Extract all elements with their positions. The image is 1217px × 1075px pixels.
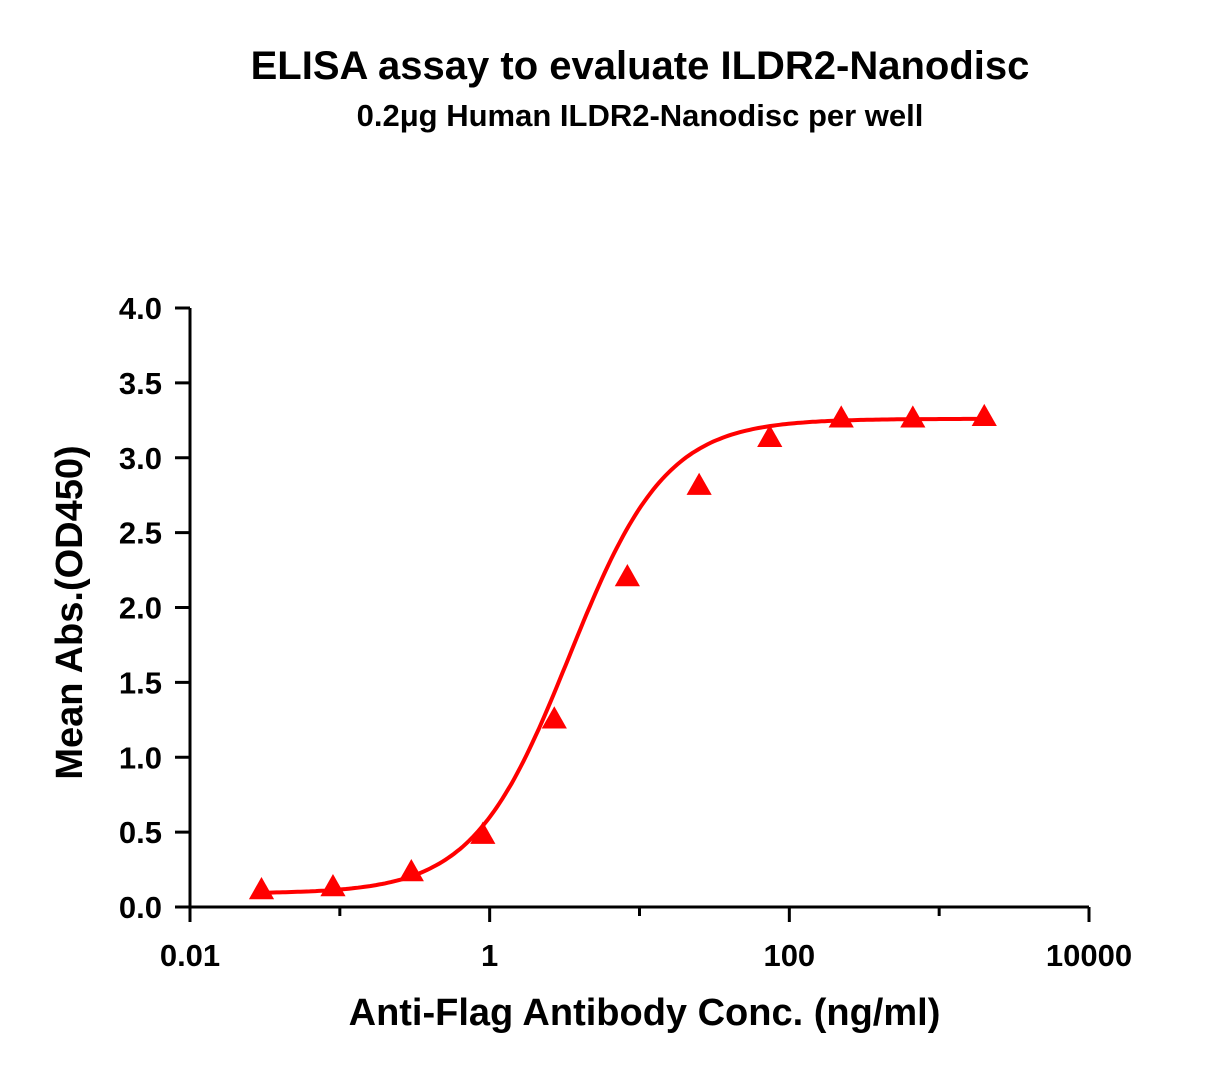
fit-curve [261, 416, 985, 895]
y-tick-label: 2.5 [119, 516, 162, 551]
data-point-marker [470, 821, 496, 844]
x-tick-label: 10000 [1046, 938, 1132, 973]
chart-subtitle: 0.2μg Human ILDR2-Nanodisc per well [356, 98, 924, 133]
y-tick-label: 2.0 [119, 591, 162, 626]
y-tick-label: 3.0 [119, 441, 162, 476]
data-point-marker [320, 874, 346, 897]
y-tick-label: 1.5 [119, 665, 162, 700]
data-point-marker [248, 877, 275, 900]
data-point-marker [757, 424, 783, 447]
y-tick-label: 3.5 [119, 366, 162, 401]
data-point-marker [398, 859, 424, 882]
data-point-marker [828, 405, 854, 428]
y-tick-label: 1.0 [119, 740, 162, 775]
x-axis-title: Anti-Flag Antibody Conc. (ng/ml) [349, 992, 941, 1034]
y-tick-label: 0.5 [119, 815, 162, 850]
x-tick-label: 1 [481, 938, 498, 973]
x-tick-label: 0.01 [160, 938, 220, 973]
y-tick-label: 4.0 [119, 291, 162, 326]
y-tick-label: 0.0 [119, 890, 162, 925]
data-point-marker [541, 706, 567, 729]
data-point-marker [900, 405, 926, 428]
x-tick-label: 100 [763, 938, 815, 973]
data-point-marker [686, 472, 712, 495]
data-point-marker [614, 564, 640, 587]
data-point-marker [971, 403, 997, 427]
chart-title: ELISA assay to evaluate ILDR2-Nanodisc [250, 44, 1030, 88]
y-axis-title: Mean Abs.(OD450) [49, 445, 91, 779]
